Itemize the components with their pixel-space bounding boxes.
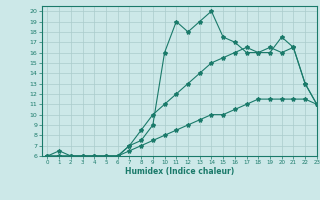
X-axis label: Humidex (Indice chaleur): Humidex (Indice chaleur) — [124, 167, 234, 176]
